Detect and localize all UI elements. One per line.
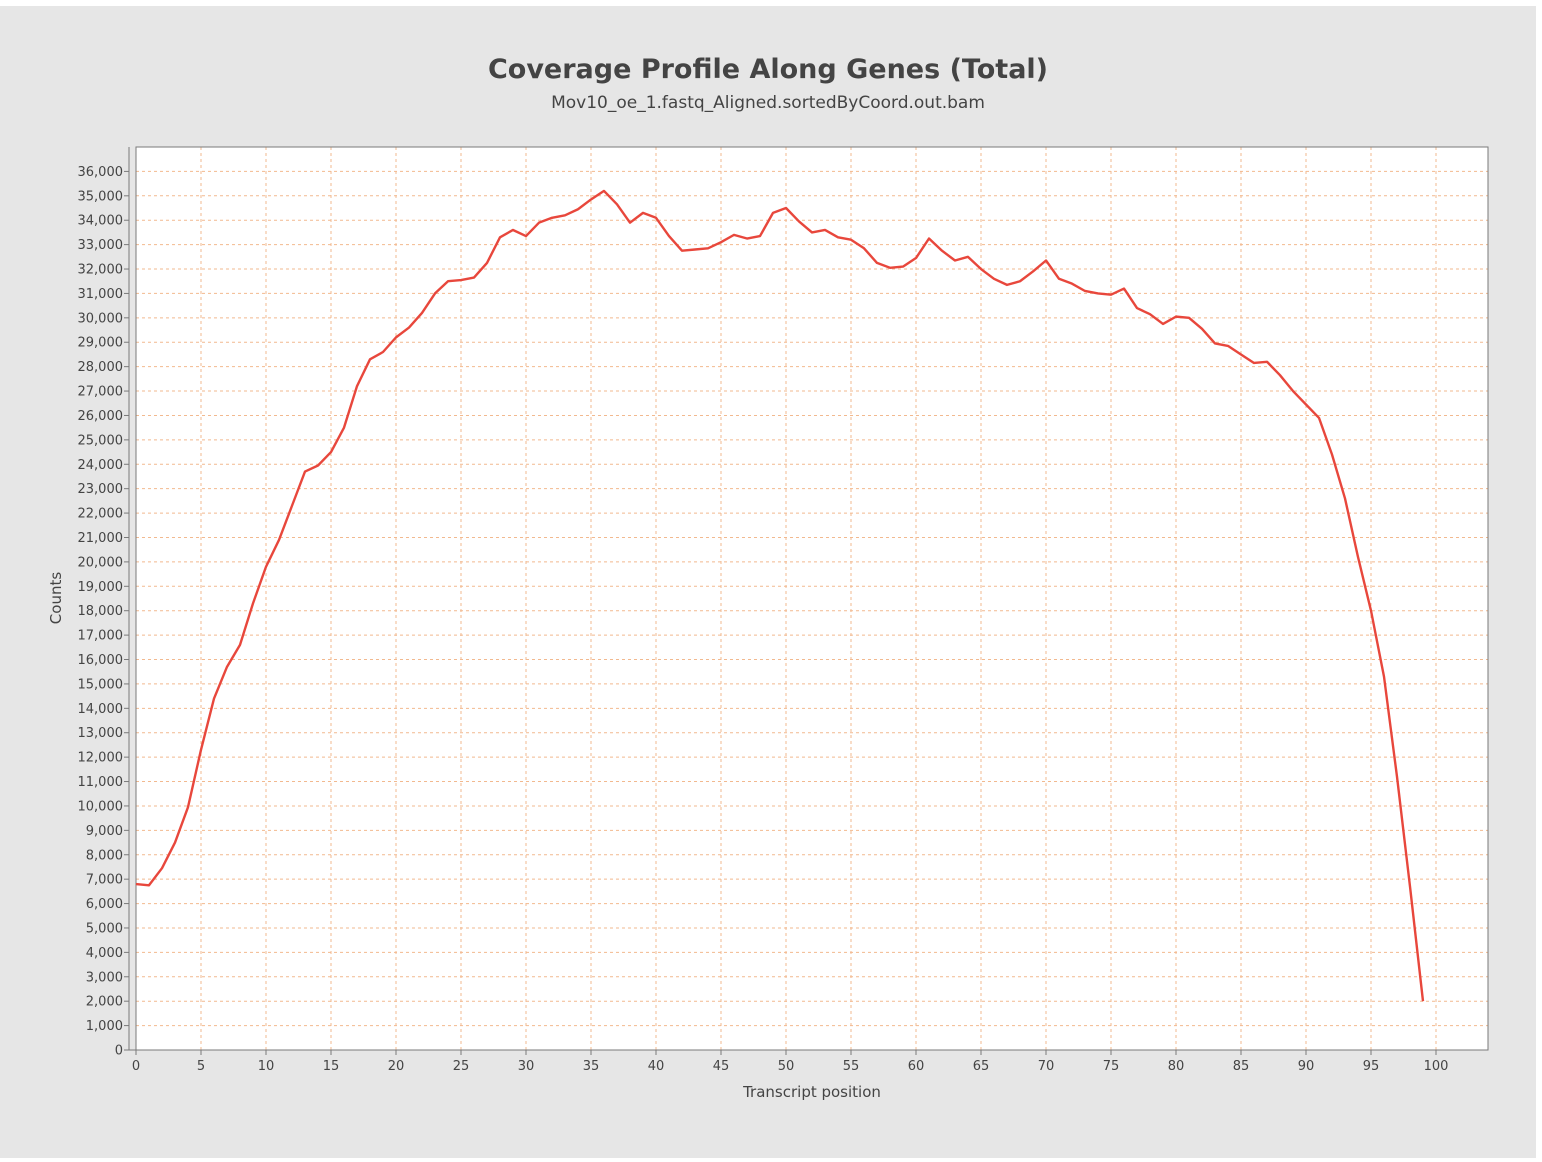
y-tick-label: 4,000 — [86, 946, 123, 961]
x-tick-label: 15 — [323, 1059, 340, 1074]
x-tick-label: 50 — [778, 1059, 795, 1074]
y-tick-label: 2,000 — [86, 995, 123, 1010]
y-tick-label: 33,000 — [78, 238, 124, 253]
y-tick-label: 14,000 — [78, 702, 124, 717]
x-tick-label: 20 — [388, 1059, 405, 1074]
x-tick-label: 10 — [258, 1059, 275, 1074]
y-tick-label: 23,000 — [78, 482, 124, 497]
x-tick-label: 5 — [197, 1059, 205, 1074]
y-tick-label: 1,000 — [86, 1019, 123, 1034]
x-tick-label: 0 — [132, 1059, 140, 1074]
x-tick-label: 85 — [1233, 1059, 1250, 1074]
x-tick-label: 95 — [1363, 1059, 1380, 1074]
x-tick-label: 75 — [1103, 1059, 1120, 1074]
chart-title: Coverage Profile Along Genes (Total) — [488, 54, 1048, 85]
x-tick-label: 40 — [648, 1059, 665, 1074]
y-tick-label: 10,000 — [78, 799, 124, 814]
y-tick-label: 17,000 — [78, 629, 124, 644]
y-tick-label: 9,000 — [86, 824, 123, 839]
x-tick-label: 60 — [908, 1059, 925, 1074]
y-tick-label: 30,000 — [78, 311, 124, 326]
y-tick-label: 22,000 — [78, 507, 124, 522]
y-tick-label: 29,000 — [78, 336, 124, 351]
y-tick-label: 13,000 — [78, 726, 124, 741]
y-tick-label: 16,000 — [78, 653, 124, 668]
y-tick-label: 32,000 — [78, 263, 124, 278]
x-tick-label: 100 — [1424, 1059, 1449, 1074]
y-tick-label: 11,000 — [78, 775, 124, 790]
y-tick-label: 34,000 — [78, 214, 124, 229]
x-gridlines — [200, 147, 1437, 1050]
x-tick-label: 35 — [583, 1059, 600, 1074]
x-tick-label: 45 — [713, 1059, 730, 1074]
y-tick-label: 5,000 — [86, 921, 123, 936]
y-axis-ticks: 0 1,000 2,000 3,000 4,000 5,000 6,000 7,000 8,00… — [78, 165, 129, 1059]
x-axis-label: Transcript position — [742, 1083, 881, 1101]
y-tick-label: 19,000 — [78, 580, 124, 595]
y-tick-label: 26,000 — [78, 409, 124, 424]
x-tick-label: 70 — [1038, 1059, 1055, 1074]
y-tick-label: 27,000 — [78, 385, 124, 400]
y-tick-label: 0 — [115, 1044, 123, 1059]
x-tick-label: 25 — [453, 1059, 470, 1074]
chart-panel: Coverage Profile Along Genes (Total) Mov… — [0, 6, 1536, 1158]
x-axis-ticks: 0 5 10 15 20 25 30 35 40 45 50 55 60 65 70 75 80 85 90 95 10… — [132, 1050, 1449, 1074]
y-tick-label: 24,000 — [78, 458, 124, 473]
plot-area — [136, 147, 1488, 1050]
y-tick-label: 15,000 — [78, 677, 124, 692]
y-tick-label: 7,000 — [86, 873, 123, 888]
chart-subtitle: Mov10_oe_1.fastq_Aligned.sortedByCoord.o… — [551, 93, 985, 113]
y-tick-label: 36,000 — [78, 165, 124, 180]
y-tick-label: 8,000 — [86, 848, 123, 863]
y-tick-label: 12,000 — [78, 751, 124, 766]
y-tick-label: 31,000 — [78, 287, 124, 302]
x-tick-label: 80 — [1168, 1059, 1185, 1074]
y-tick-label: 3,000 — [86, 970, 123, 985]
y-tick-label: 35,000 — [78, 189, 124, 204]
y-tick-label: 6,000 — [86, 897, 123, 912]
x-tick-label: 65 — [973, 1059, 990, 1074]
x-tick-label: 55 — [843, 1059, 860, 1074]
y-tick-label: 20,000 — [78, 555, 124, 570]
x-tick-label: 90 — [1298, 1059, 1315, 1074]
coverage-line-chart: Coverage Profile Along Genes (Total) Mov… — [47, 54, 1489, 1101]
y-tick-label: 21,000 — [78, 531, 124, 546]
series-line-coverage — [135, 189, 1425, 1002]
y-tick-label: 18,000 — [78, 604, 124, 619]
y-tick-label: 28,000 — [78, 360, 124, 375]
x-tick-label: 30 — [518, 1059, 535, 1074]
y-tick-label: 25,000 — [78, 433, 124, 448]
y-axis-label: Counts — [47, 572, 65, 625]
